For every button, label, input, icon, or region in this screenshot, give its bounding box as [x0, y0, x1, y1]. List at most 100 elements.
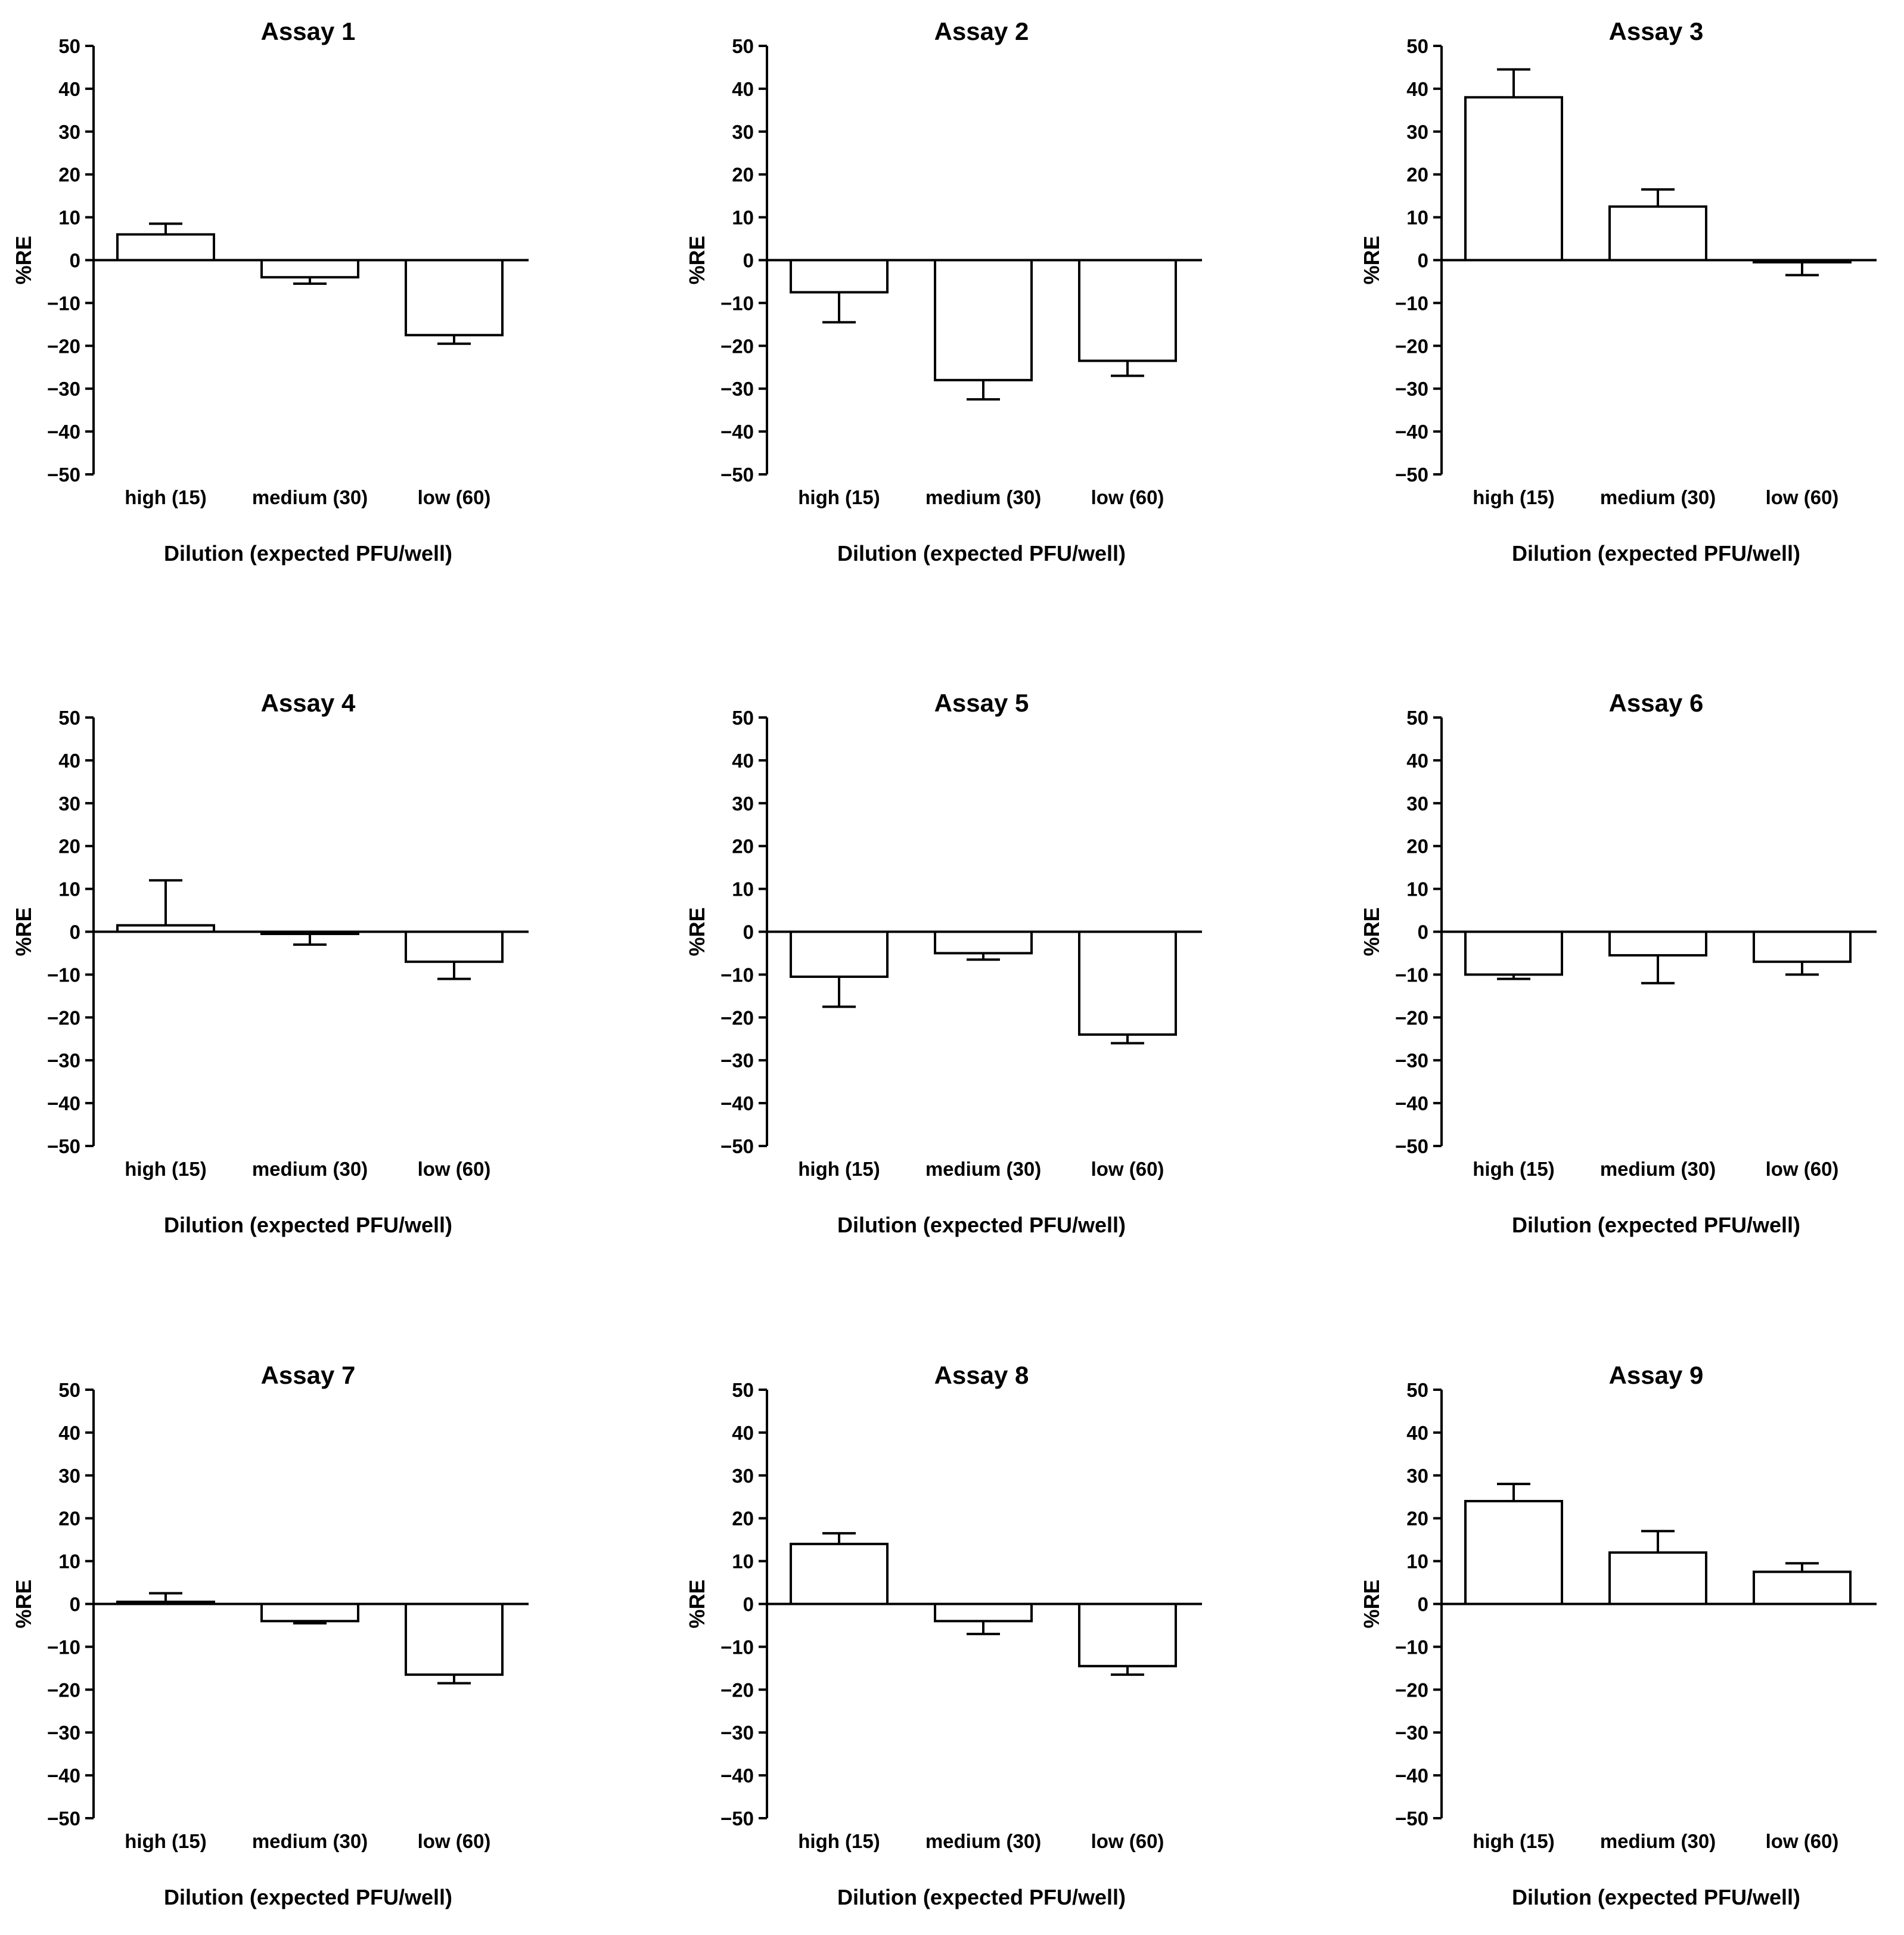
y-tick-label: −40 — [47, 1765, 80, 1787]
y-tick-label: −10 — [1395, 1636, 1428, 1658]
y-tick-label: −40 — [1395, 421, 1428, 443]
category-label: low (60) — [1091, 486, 1164, 508]
y-tick-label: 40 — [1406, 78, 1428, 100]
category-label: medium (30) — [252, 1830, 368, 1852]
y-tick-label: 30 — [1406, 793, 1428, 815]
category-label: high (15) — [1473, 1158, 1555, 1180]
y-tick-label: −10 — [47, 964, 80, 986]
y-tick-label: −30 — [720, 378, 754, 400]
x-axis-label: Dilution (expected PFU/well) — [164, 541, 452, 566]
x-axis-label: Dilution (expected PFU/well) — [837, 541, 1126, 566]
y-tick-label: 0 — [70, 250, 80, 272]
chart-title: Assay 4 — [261, 689, 356, 717]
y-tick-label: −30 — [720, 1049, 754, 1071]
chart-title: Assay 8 — [934, 1361, 1029, 1389]
y-tick-label: 20 — [732, 836, 754, 858]
category-label: medium (30) — [925, 1830, 1041, 1852]
y-tick-label: −50 — [47, 1135, 80, 1157]
category-label: low (60) — [1766, 1158, 1839, 1180]
chart-panel-4: Assay 4 50 40 30 20 10 0 −10 −20 −30 −40 −50 %RE high… — [11, 689, 529, 1237]
y-tick-label: −20 — [1395, 335, 1428, 357]
y-tick-label: 50 — [732, 1379, 754, 1401]
y-tick-label: 30 — [58, 121, 80, 143]
y-tick-label: 40 — [732, 78, 754, 100]
y-tick-label: −10 — [720, 292, 754, 314]
y-tick-label: 50 — [58, 1379, 80, 1401]
category-label: high (15) — [125, 1158, 207, 1180]
y-tick-label: 40 — [732, 1422, 754, 1444]
y-tick-label: 10 — [732, 878, 754, 900]
y-axis-label: %RE — [1359, 235, 1384, 284]
category-label: high (15) — [1473, 486, 1555, 508]
y-tick-label: −10 — [1395, 964, 1428, 986]
y-tick-label: −50 — [1395, 1807, 1428, 1830]
y-tick-label: 30 — [58, 1465, 80, 1487]
y-tick-label: 20 — [1406, 1508, 1428, 1530]
chart-title: Assay 5 — [934, 689, 1029, 717]
y-tick-label: −20 — [720, 335, 754, 357]
x-axis-label: Dilution (expected PFU/well) — [1512, 1213, 1800, 1237]
category-label: low (60) — [418, 486, 491, 508]
category-label: low (60) — [1091, 1158, 1164, 1180]
y-tick-label: −20 — [1395, 1679, 1428, 1701]
y-tick-label: 20 — [732, 1508, 754, 1530]
y-tick-label: 50 — [732, 35, 754, 57]
chart-panel-5: Assay 5 50 40 30 20 10 0 −10 −20 −30 −40 −50 %RE high… — [685, 689, 1202, 1237]
y-tick-label: −20 — [720, 1679, 754, 1701]
chart-title: Assay 6 — [1609, 689, 1704, 717]
bar — [1608, 1551, 1707, 1605]
y-tick-label: −30 — [47, 1049, 80, 1071]
chart-title: Assay 7 — [261, 1361, 356, 1389]
y-axis-label: %RE — [1359, 907, 1384, 956]
y-tick-label: −40 — [47, 421, 80, 443]
y-axis-label: %RE — [11, 907, 36, 956]
bar — [790, 930, 889, 978]
y-tick-label: 10 — [732, 207, 754, 229]
y-tick-label: −20 — [1395, 1007, 1428, 1029]
y-tick-label: 20 — [58, 836, 80, 858]
x-axis-label: Dilution (expected PFU/well) — [1512, 1885, 1800, 1909]
category-label: low (60) — [1766, 1830, 1839, 1852]
y-tick-label: −50 — [1395, 464, 1428, 486]
y-tick-label: 0 — [743, 921, 754, 943]
x-axis-label: Dilution (expected PFU/well) — [164, 1885, 452, 1909]
y-tick-label: 10 — [732, 1551, 754, 1573]
y-tick-label: −20 — [47, 1007, 80, 1029]
bar — [1753, 1570, 1852, 1605]
y-axis-label: %RE — [685, 235, 709, 284]
bar — [116, 233, 215, 262]
y-tick-label: −30 — [47, 378, 80, 400]
y-tick-label: 0 — [70, 1594, 80, 1616]
bar — [405, 1602, 504, 1676]
chart-title: Assay 1 — [261, 17, 356, 45]
bar — [934, 259, 1033, 381]
y-tick-label: 40 — [1406, 1422, 1428, 1444]
y-tick-label: 30 — [1406, 1465, 1428, 1487]
y-tick-label: 0 — [1418, 250, 1428, 272]
y-tick-label: 30 — [1406, 121, 1428, 143]
y-tick-label: −50 — [1395, 1135, 1428, 1157]
y-tick-label: 0 — [70, 921, 80, 943]
y-tick-label: 20 — [58, 164, 80, 186]
bar — [405, 259, 504, 337]
category-label: high (15) — [798, 486, 880, 508]
category-label: low (60) — [418, 1830, 491, 1852]
chart-panel-2: Assay 2 50 40 30 20 10 0 −10 −20 −30 −40 −50 %RE high… — [685, 17, 1202, 566]
y-tick-label: 50 — [1406, 1379, 1428, 1401]
y-tick-label: −20 — [720, 1007, 754, 1029]
bar — [1078, 930, 1177, 1036]
y-tick-label: 10 — [58, 878, 80, 900]
chart-panel-6: Assay 6 50 40 30 20 10 0 −10 −20 −30 −40 −50 %RE high… — [1359, 689, 1877, 1237]
y-tick-label: −50 — [720, 464, 754, 486]
chart-title: Assay 9 — [1609, 1361, 1704, 1389]
y-tick-label: 20 — [58, 1508, 80, 1530]
bar — [405, 930, 504, 963]
y-tick-label: −50 — [720, 1135, 754, 1157]
category-label: high (15) — [798, 1158, 880, 1180]
y-tick-label: −40 — [1395, 1765, 1428, 1787]
y-tick-label: −30 — [1395, 1049, 1428, 1071]
chart-panel-7: Assay 7 50 40 30 20 10 0 −10 −20 −30 −40 −50 %RE high… — [11, 1361, 529, 1909]
category-label: medium (30) — [252, 1158, 368, 1180]
y-tick-label: −50 — [47, 464, 80, 486]
bar — [1464, 1499, 1563, 1605]
